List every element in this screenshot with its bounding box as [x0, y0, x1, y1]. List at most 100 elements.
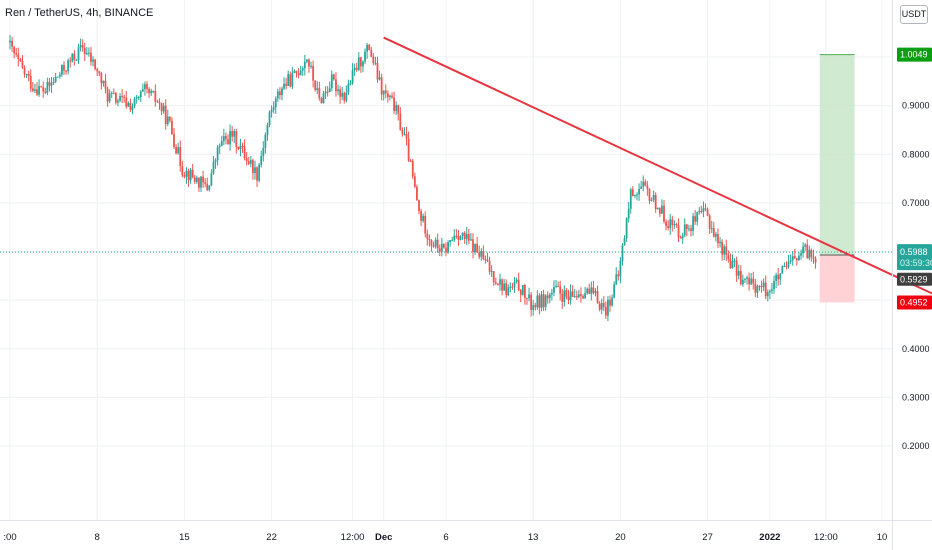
candle-body — [85, 53, 88, 55]
candle — [376, 56, 379, 83]
candle-body — [411, 160, 414, 177]
target-zone[interactable] — [819, 54, 855, 255]
candle — [362, 60, 364, 73]
risk-reward-zones[interactable] — [819, 54, 855, 303]
stop-zone[interactable] — [819, 254, 855, 303]
candle — [121, 89, 124, 103]
candle-body — [615, 274, 618, 285]
candle — [787, 254, 790, 269]
candle-body — [420, 210, 422, 221]
candle-body — [343, 92, 346, 101]
candle-body — [416, 186, 418, 201]
candle — [704, 203, 707, 212]
time-tick-label: 12:00 — [814, 532, 838, 543]
candle — [486, 252, 489, 263]
candle-body — [744, 278, 746, 280]
candle — [119, 93, 121, 103]
candle — [588, 283, 591, 295]
candle — [370, 47, 373, 58]
candle — [100, 71, 103, 90]
candle — [38, 79, 40, 97]
candle-body — [509, 286, 512, 288]
candle — [94, 58, 97, 71]
candle — [600, 298, 603, 315]
candle — [303, 54, 306, 76]
candle-body — [762, 282, 765, 287]
candle — [77, 43, 80, 64]
candle-body — [102, 80, 105, 84]
candle-body — [465, 233, 468, 240]
stop-price-tag-bg — [897, 295, 932, 310]
candle-body — [544, 295, 547, 308]
candle — [656, 207, 659, 210]
candle — [187, 168, 190, 187]
trendline[interactable] — [383, 36, 932, 305]
candle — [264, 132, 267, 154]
candle — [523, 283, 526, 305]
candle-body — [752, 278, 755, 284]
candle — [229, 124, 231, 151]
candle — [378, 70, 381, 81]
candle-body — [208, 185, 211, 190]
candle-body — [727, 254, 730, 260]
candle-body — [393, 97, 395, 111]
candle-body — [598, 303, 601, 310]
candle — [758, 285, 761, 291]
candle-body — [793, 256, 796, 259]
candle-body — [218, 145, 221, 148]
candle — [305, 59, 308, 64]
candle — [455, 229, 458, 239]
candle-body — [330, 74, 333, 89]
candle-body — [459, 235, 462, 240]
symbol-title[interactable]: Ren / TetherUS, 4h, BINANCE — [5, 7, 154, 19]
candle — [652, 190, 655, 203]
candle-body — [239, 145, 242, 150]
price-axis-ticks[interactable]: 0.2000 0.3000 0.4000 0.7000 0.8000 0.9000 — [902, 101, 930, 451]
candle-body — [368, 44, 371, 50]
candle — [191, 164, 194, 179]
candle — [36, 82, 38, 96]
time-axis-ticks[interactable]: :00 8 15 22 12:00 Dec 6 13 20 27 2022 12:00 10 — [3, 532, 887, 543]
candle-body — [171, 120, 173, 135]
candle-body — [422, 215, 425, 221]
candle-body — [798, 255, 800, 261]
candle-body — [625, 218, 628, 239]
candle-body — [403, 134, 406, 136]
candle — [750, 272, 753, 285]
candle — [56, 76, 59, 78]
candle — [438, 244, 441, 257]
candle — [391, 92, 393, 99]
candle — [328, 81, 331, 93]
candle — [175, 144, 177, 155]
candle — [171, 117, 173, 135]
candlestick-series — [9, 34, 817, 322]
candle-body — [183, 175, 186, 177]
time-tick-label: 27 — [702, 532, 713, 543]
candle-body — [357, 57, 360, 70]
candle — [480, 248, 483, 261]
candle-body — [378, 77, 381, 80]
currency-badge[interactable]: USDT — [900, 5, 928, 24]
candle-body — [440, 243, 443, 252]
candle — [96, 67, 99, 76]
candle — [665, 219, 667, 231]
candle — [760, 280, 763, 293]
candle — [75, 58, 78, 61]
candle — [326, 85, 329, 97]
candle-body — [470, 239, 472, 241]
candle — [48, 78, 51, 92]
candle — [494, 277, 497, 285]
candle — [476, 236, 479, 253]
candle-body — [667, 226, 670, 229]
candle — [384, 84, 387, 99]
candle-body — [580, 294, 582, 296]
candle — [409, 159, 412, 162]
candle-body — [386, 93, 389, 98]
candle-body — [366, 44, 369, 52]
candle-body — [636, 194, 638, 196]
candle-body — [658, 207, 661, 214]
candle-body — [233, 131, 236, 137]
candle — [90, 46, 92, 66]
candle — [609, 295, 611, 312]
